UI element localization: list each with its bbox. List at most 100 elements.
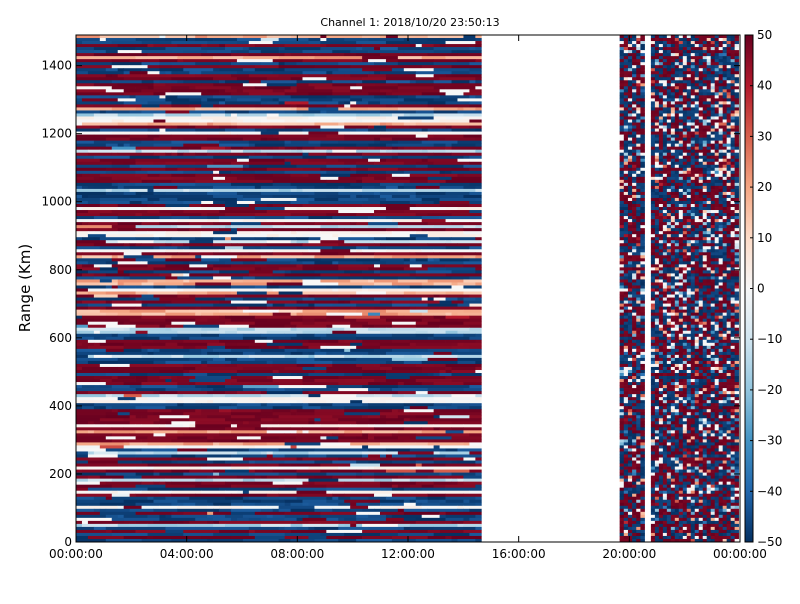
heatmap-cell: [236, 185, 256, 190]
heatmap-cell: [403, 303, 411, 307]
heatmap-cell: [302, 210, 339, 214]
heatmap-cell: [636, 234, 641, 238]
heatmap-cell: [129, 95, 136, 99]
heatmap-cell: [76, 439, 113, 443]
heatmap-cell: [627, 194, 633, 199]
heatmap-cell: [278, 415, 315, 419]
heatmap-cell: [451, 143, 476, 148]
heatmap-cell: [439, 327, 470, 332]
heatmap-cell: [76, 415, 107, 419]
heatmap-cell: [379, 191, 417, 196]
heatmap-cell: [710, 71, 716, 75]
heatmap-cell: [219, 406, 238, 410]
heatmap-cell: [76, 354, 89, 359]
heatmap-cell: [702, 98, 708, 102]
heatmap-cell: [636, 197, 641, 202]
heatmap-cell: [627, 273, 633, 277]
heatmap-cell: [636, 59, 641, 63]
heatmap-cell: [213, 469, 220, 473]
heatmap-cell: [619, 484, 625, 489]
heatmap-cell: [141, 348, 148, 353]
heatmap-cell: [105, 240, 119, 244]
heatmap-cell: [385, 41, 411, 45]
heatmap-cell: [627, 282, 633, 286]
heatmap-cell: [356, 149, 381, 154]
heatmap-cell: [290, 433, 297, 437]
heatmap-cell: [207, 430, 220, 434]
heatmap-cell: [722, 56, 728, 60]
heatmap-cell: [379, 137, 393, 141]
heatmap-cell: [159, 77, 172, 81]
heatmap-cell: [619, 454, 625, 458]
heatmap-cell: [76, 237, 83, 241]
heatmap-cell: [469, 490, 482, 495]
heatmap-cell: [93, 294, 119, 298]
heatmap-cell: [76, 306, 83, 310]
heatmap-cell: [403, 170, 440, 175]
heatmap-cell: [123, 466, 136, 470]
heatmap-cell: [632, 484, 637, 489]
heatmap-cell: [260, 197, 297, 202]
heatmap-cell: [632, 309, 637, 313]
heatmap-cell: [662, 50, 668, 54]
heatmap-cell: [76, 128, 101, 132]
heatmap-cell: [623, 448, 629, 452]
heatmap-cell: [409, 529, 429, 534]
heatmap-cell: [726, 83, 731, 87]
heatmap-cell: [278, 538, 291, 543]
heatmap-cell: [640, 188, 645, 193]
heatmap-cell: [159, 155, 196, 160]
heatmap-cell: [183, 442, 214, 446]
heatmap-cell: [433, 50, 452, 54]
heatmap-cell: [183, 267, 214, 271]
heatmap-cell: [368, 454, 381, 458]
heatmap-cell: [463, 478, 482, 482]
heatmap-cell: [722, 71, 728, 75]
heatmap-cell: [76, 466, 89, 470]
heatmap-cell: [385, 158, 423, 163]
heatmap-cell: [674, 80, 680, 84]
heatmap-cell: [640, 532, 645, 537]
heatmap-cell: [344, 493, 375, 498]
heatmap-cell: [694, 71, 700, 75]
heatmap-cell: [682, 89, 688, 93]
heatmap-cell: [619, 439, 625, 443]
heatmap-cell: [433, 403, 452, 407]
heatmap-cell: [421, 445, 434, 449]
heatmap-cell: [636, 188, 641, 193]
heatmap-cell: [219, 288, 256, 292]
heatmap-cell: [320, 532, 345, 537]
heatmap-cell: [619, 403, 625, 407]
heatmap-cell: [439, 261, 464, 265]
heatmap-cell: [225, 321, 256, 326]
heatmap-cell: [320, 170, 327, 175]
heatmap-cell: [326, 219, 339, 223]
heatmap-cell: [623, 173, 629, 178]
heatmap-cell: [147, 228, 178, 232]
heatmap-cell: [171, 457, 178, 461]
heatmap-cell: [117, 333, 130, 338]
heatmap-cell: [658, 113, 664, 117]
heatmap-cell: [76, 523, 83, 528]
heatmap-cell: [632, 478, 637, 482]
heatmap-cell: [320, 348, 327, 353]
heatmap-cell: [76, 170, 107, 175]
heatmap-cell: [338, 376, 363, 380]
heatmap-cell: [177, 125, 196, 129]
heatmap-cell: [662, 113, 668, 117]
heatmap-cell: [242, 457, 274, 461]
heatmap-cell: [219, 68, 244, 72]
heatmap-cell: [284, 454, 309, 458]
heatmap-cell: [272, 379, 303, 383]
heatmap-cell: [338, 122, 345, 126]
heatmap-cell: [632, 146, 637, 151]
heatmap-cell: [627, 77, 633, 81]
heatmap-cell: [147, 197, 160, 202]
heatmap-cell: [248, 161, 285, 166]
heatmap-cell: [81, 222, 89, 226]
heatmap-cell: [278, 493, 303, 498]
heatmap-cell: [129, 288, 142, 292]
heatmap-cell: [374, 348, 393, 353]
heatmap-cell: [619, 234, 625, 238]
heatmap-cell: [385, 77, 417, 81]
